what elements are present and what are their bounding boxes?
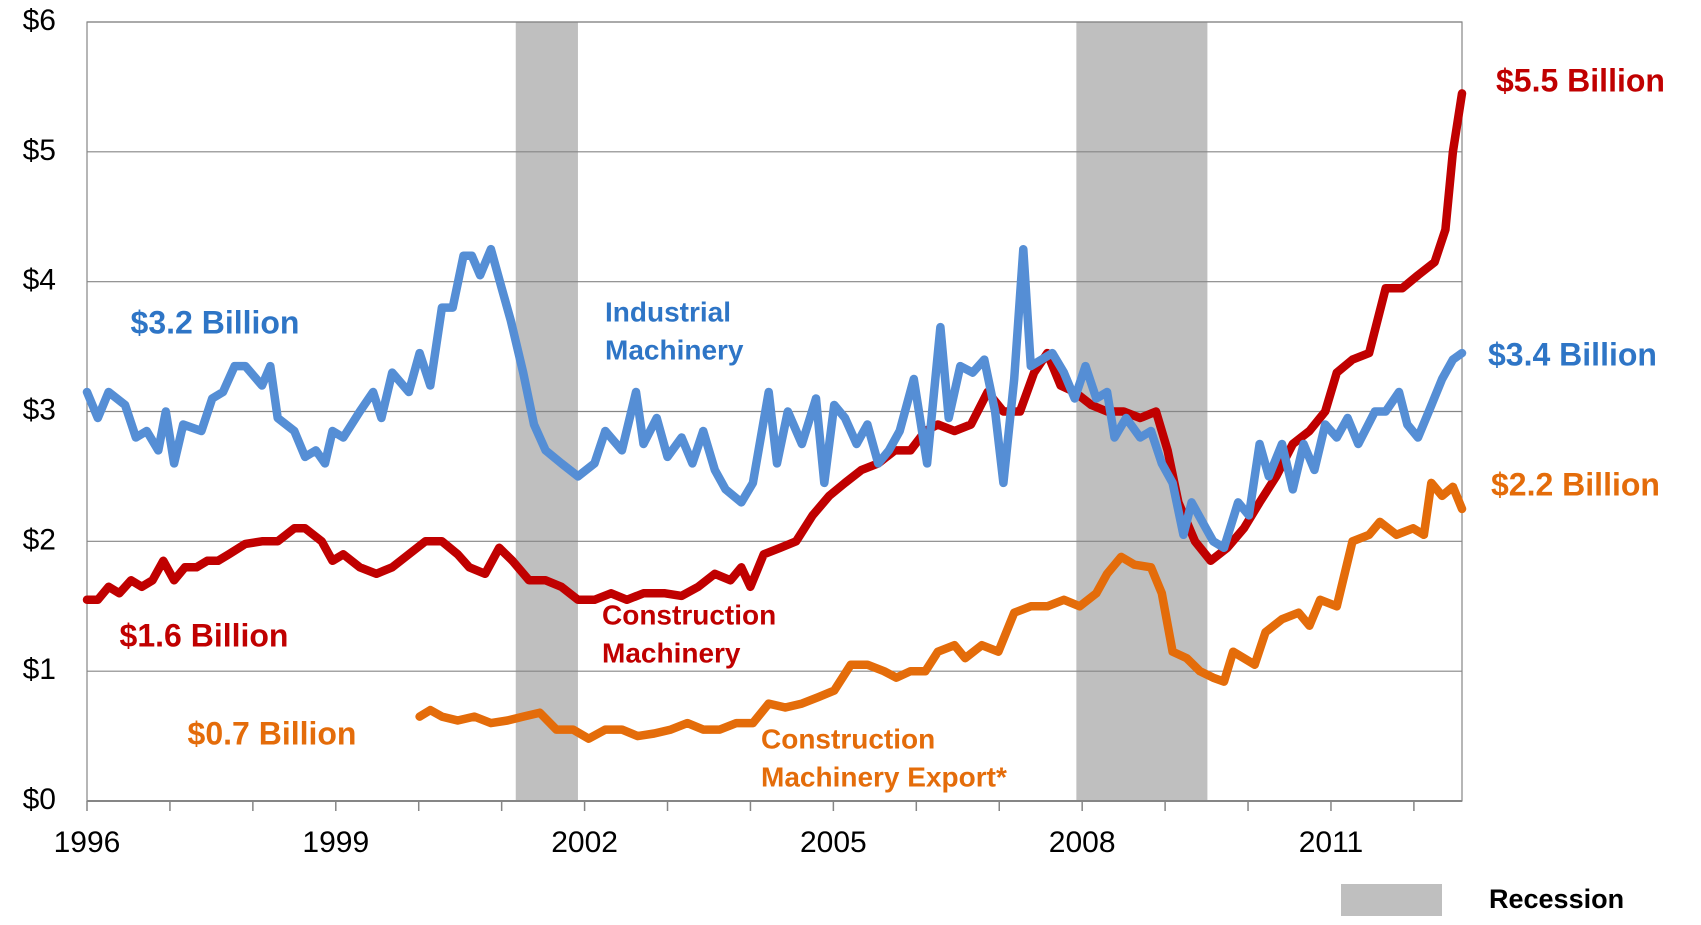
x-tick-label: 2008 [1049, 826, 1116, 859]
y-tick-label: $4 [23, 264, 56, 297]
y-tick-label: $3 [23, 393, 56, 426]
y-tick-label: $6 [23, 4, 56, 37]
x-tick-label: 2011 [1299, 826, 1364, 859]
annotation: $3.2 Billion [131, 304, 300, 340]
annotation: $0.7 Billion [188, 715, 357, 751]
legend-label: Recession [1489, 884, 1624, 914]
y-tick-label: $1 [23, 653, 56, 686]
annotation: Machinery [605, 334, 744, 365]
y-tick-label: $5 [23, 134, 56, 167]
annotation: $3.4 Billion [1488, 336, 1657, 372]
y-tick-label: $0 [23, 783, 56, 816]
x-tick-label: 1996 [54, 826, 121, 859]
annotation: $1.6 Billion [120, 617, 289, 653]
annotation: Industrial [605, 296, 731, 327]
annotation: Machinery [602, 637, 741, 668]
annotation: Machinery Export* [761, 761, 1007, 792]
x-tick-label: 2002 [551, 826, 618, 859]
legend-swatch [1341, 884, 1442, 916]
annotation: $5.5 Billion [1496, 62, 1665, 98]
series-line [415, 478, 1467, 743]
y-tick-label: $2 [23, 523, 56, 556]
series-line [82, 89, 1467, 605]
x-tick-label: 2005 [800, 826, 867, 859]
series-line [82, 244, 1467, 553]
annotation: Construction [602, 599, 776, 630]
x-tick-label: 1999 [302, 826, 369, 859]
annotation: Construction [761, 723, 935, 754]
annotation: $2.2 Billion [1491, 466, 1660, 502]
